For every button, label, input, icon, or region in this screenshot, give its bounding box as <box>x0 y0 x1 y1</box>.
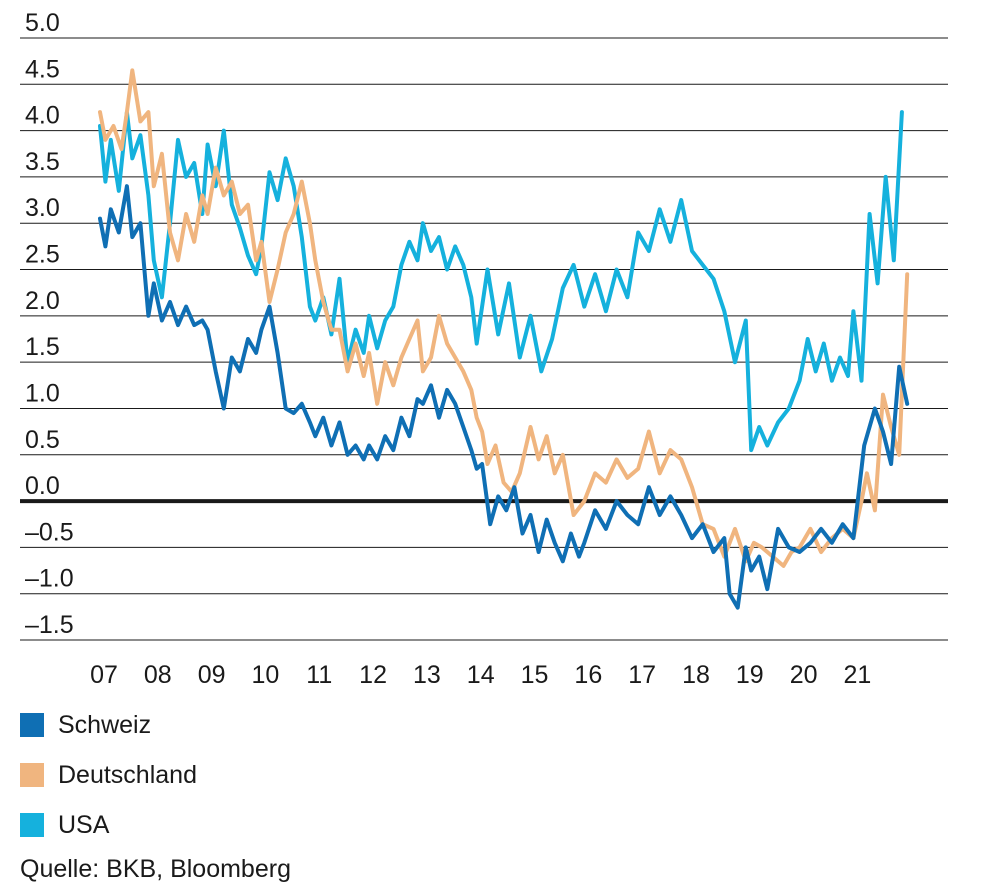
x-tick-label: 20 <box>790 661 818 689</box>
x-axis-tick-labels: 07 08 09 10 11 12 13 14 15 16 17 18 19 20 21 <box>90 661 871 689</box>
x-tick-label: 09 <box>198 661 226 689</box>
series-line-deutschland <box>98 68 910 568</box>
y-tick-label: –0.5 <box>25 518 74 546</box>
legend-item-schweiz: Schweiz <box>20 700 197 750</box>
legend-item-usa: USA <box>20 800 197 850</box>
x-tick-label: 12 <box>359 661 387 689</box>
line-chart: 5.0 4.5 4.0 3.5 3.0 2.5 2.0 1.5 1.0 0.5 0.0 –0.5 –1.… <box>20 9 948 689</box>
y-tick-label: 0.0 <box>25 472 60 500</box>
y-tick-label: 2.0 <box>25 287 60 315</box>
y-tick-label: 1.0 <box>25 379 60 407</box>
x-tick-label: 08 <box>144 661 172 689</box>
x-tick-label: 07 <box>90 661 118 689</box>
chart-source-note: Quelle: BKB, Bloomberg <box>20 855 291 883</box>
legend-swatch-schweiz <box>20 713 44 737</box>
y-tick-label: 3.0 <box>25 194 60 222</box>
y-tick-label: 1.5 <box>25 333 60 361</box>
x-tick-label: 21 <box>844 661 872 689</box>
legend-item-deutschland: Deutschland <box>20 750 197 800</box>
legend-swatch-deutschland <box>20 763 44 787</box>
chart-gridlines <box>20 37 948 641</box>
legend-label-usa: USA <box>58 810 110 839</box>
chart-legend: Schweiz Deutschland USA <box>20 700 197 850</box>
y-tick-label: 3.5 <box>25 148 60 176</box>
x-tick-label: 11 <box>306 661 332 689</box>
x-tick-label: 16 <box>574 661 602 689</box>
y-tick-label: –1.5 <box>25 611 74 639</box>
x-tick-label: 10 <box>252 661 280 689</box>
y-tick-label: 2.5 <box>25 241 60 269</box>
x-tick-label: 15 <box>521 661 549 689</box>
x-tick-label: 17 <box>628 661 656 689</box>
y-tick-label: 4.5 <box>25 55 60 83</box>
legend-label-deutschland: Deutschland <box>58 760 197 789</box>
y-tick-label: 0.5 <box>25 426 60 454</box>
y-tick-label: –1.0 <box>25 565 74 593</box>
series-line-schweiz <box>98 184 910 610</box>
y-tick-label: 4.0 <box>25 102 60 130</box>
chart-series <box>98 68 910 610</box>
legend-swatch-usa <box>20 813 44 837</box>
y-tick-label: 5.0 <box>25 9 60 37</box>
legend-label-schweiz: Schweiz <box>58 710 152 739</box>
x-tick-label: 18 <box>682 661 710 689</box>
x-tick-label: 13 <box>413 661 441 689</box>
x-tick-label: 14 <box>467 661 495 689</box>
y-axis-tick-labels: 5.0 4.5 4.0 3.5 3.0 2.5 2.0 1.5 1.0 0.5 0.0 –0.5 –1.… <box>25 9 74 639</box>
x-tick-label: 19 <box>736 661 764 689</box>
